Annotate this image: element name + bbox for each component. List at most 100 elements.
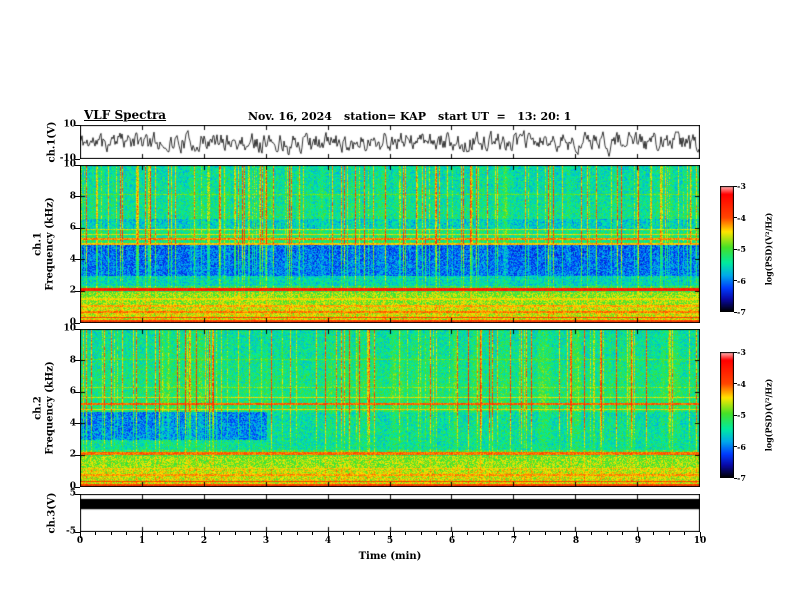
colorbar-tick-label: -3 (737, 347, 746, 357)
tick-mark (75, 164, 80, 166)
tick-mark (327, 532, 329, 538)
x-tick-label: 10 (693, 536, 707, 546)
tick-mark (544, 532, 546, 535)
tick-mark (75, 423, 80, 425)
tick-mark (75, 196, 80, 198)
colorbar-tick-label: -6 (737, 275, 746, 286)
tick-mark (281, 532, 282, 535)
y-tick-label: 4 (69, 254, 76, 265)
tick-mark (734, 280, 737, 281)
tick-mark (734, 446, 737, 447)
tick-mark (79, 532, 81, 538)
colorbar-tick-label: -3 (737, 181, 746, 191)
colorbar-tick-label: -4 (737, 212, 746, 223)
y-tick-label: 0 (69, 317, 76, 328)
start-ut-label: start UT = 13: 20: 1 (438, 110, 572, 123)
tick-mark (75, 531, 80, 533)
x-tick-label: 3 (262, 536, 270, 546)
y-tick-label: 8 (69, 191, 76, 202)
tick-mark (141, 532, 143, 538)
station-label: station= KAP (344, 110, 426, 123)
ch1-frequency-axis-label: ch.1 Frequency (kHz) (33, 197, 56, 290)
tick-mark (575, 532, 577, 538)
tick-mark (75, 290, 80, 292)
tick-mark (622, 532, 623, 535)
tick-mark (312, 532, 313, 535)
tick-mark (653, 532, 654, 535)
tick-mark (110, 532, 112, 535)
x-tick-label: 7 (510, 536, 518, 546)
tick-mark (75, 454, 80, 456)
tick-mark (265, 532, 267, 538)
tick-mark (75, 158, 80, 160)
y-tick-label: 6 (69, 222, 76, 233)
tick-mark (606, 532, 608, 535)
ch1-axis-channel-label: ch.1 (32, 232, 44, 256)
tick-mark (482, 532, 484, 535)
x-tick-label: 0 (76, 536, 84, 546)
x-tick-label: 5 (386, 536, 394, 546)
tick-mark (420, 532, 422, 535)
tick-mark (234, 532, 236, 535)
tick-mark (637, 532, 639, 538)
ch1-colorbar (720, 186, 734, 312)
ch1-waveform-plot (80, 125, 700, 159)
tick-mark (734, 383, 737, 384)
tick-mark (560, 532, 561, 535)
y-tick-label: 4 (69, 418, 76, 429)
tick-mark (75, 486, 80, 488)
tick-mark (734, 351, 737, 353)
colorbar-tick-label: -6 (737, 441, 746, 452)
tick-mark (75, 124, 80, 126)
tick-mark (343, 532, 344, 535)
x-axis-label: Time (min) (358, 551, 422, 562)
y-tick-label: 2 (69, 449, 76, 460)
ch1-axis-frequency-label: Frequency (kHz) (44, 197, 55, 291)
colorbar-tick-label: -5 (737, 244, 746, 254)
figure-title: VLF Spectra (84, 108, 167, 122)
tick-mark (75, 360, 80, 362)
tick-mark (75, 259, 80, 261)
x-tick-label: 2 (200, 536, 208, 546)
tick-mark (389, 532, 391, 538)
ch3-waveform-plot (80, 494, 700, 532)
tick-mark (451, 532, 453, 538)
ch2-colorbar-label: log(PSD)(V²/Hz) (763, 378, 774, 452)
tick-mark (172, 532, 174, 535)
y-tick-label: 10 (63, 323, 76, 334)
tick-mark (734, 414, 737, 416)
x-tick-label: 1 (138, 536, 146, 546)
y-tick-label: 5 (69, 488, 76, 499)
tick-mark (668, 532, 670, 535)
x-tick-label: 6 (448, 536, 456, 546)
y-tick-label: 2 (69, 285, 76, 296)
tick-mark (126, 532, 127, 535)
y-tick-label: 0 (69, 481, 76, 492)
ch2-axis-frequency-label: Frequency (kHz) (44, 361, 55, 455)
tick-mark (95, 532, 96, 535)
tick-mark (374, 532, 375, 535)
ch3-voltage-axis-label: ch.3(V) (46, 492, 58, 534)
ch2-spectrogram (80, 329, 700, 487)
tick-mark (734, 185, 737, 187)
colorbar-tick-label: -4 (737, 378, 746, 389)
x-tick-label: 8 (572, 536, 580, 546)
ch2-axis-channel-label: ch.2 (32, 396, 44, 420)
colorbar-tick-label: -5 (737, 410, 746, 420)
tick-mark (296, 532, 298, 535)
tick-mark (513, 532, 515, 538)
y-tick-label: 6 (69, 386, 76, 397)
colorbar-tick-label: -7 (737, 307, 746, 317)
y-tick-label: 8 (69, 355, 76, 366)
colorbar-tick-label: -7 (737, 473, 746, 483)
tick-mark (188, 532, 189, 535)
tick-mark (467, 532, 468, 535)
tick-mark (529, 532, 530, 535)
ch1-colorbar-label: log(PSD)(V²/Hz) (763, 212, 774, 286)
tick-mark (219, 532, 220, 535)
tick-mark (75, 493, 80, 495)
y-tick-label: -5 (66, 526, 76, 537)
tick-mark (358, 532, 360, 535)
tick-mark (684, 532, 685, 535)
